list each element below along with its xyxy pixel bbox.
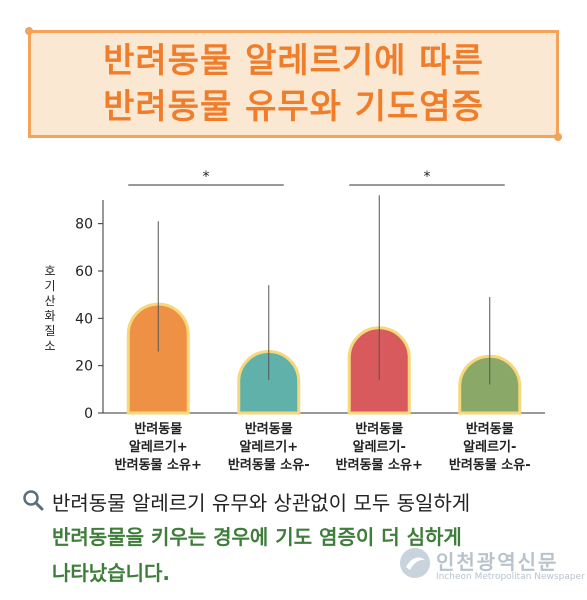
y-tick-label: 40	[75, 311, 93, 327]
x-tick-label: 알레르기+	[129, 440, 188, 455]
y-tick-label: 80	[75, 217, 93, 233]
magnifier-icon	[23, 490, 44, 511]
y-axis-label-char: 질	[44, 324, 55, 338]
y-axis-label-char: 산	[44, 294, 55, 308]
x-tick-label: 반려동물 소유-	[449, 457, 531, 473]
x-tick-label: 반려동물	[355, 421, 403, 437]
y-axis-label-char: 기	[44, 279, 55, 293]
title-banner: 반려동물 알레르기에 따른 반려동물 유무와 기도염증	[25, 27, 562, 141]
banner-dot-icon	[554, 133, 562, 141]
title-line-1: 반려동물 알레르기에 따른	[103, 41, 484, 81]
page-title: 반려동물 알레르기에 따른 반려동물 유무와 기도염증	[28, 38, 559, 130]
bar	[126, 302, 190, 415]
y-axis-label-char: 소	[44, 339, 55, 353]
banner-right-border	[556, 30, 559, 138]
title-line-2: 반려동물 유무와 기도염증	[103, 87, 484, 127]
significance-label: *	[203, 169, 210, 185]
watermark-subtitle: Incheon Metropolitan Newspaper	[436, 572, 585, 582]
footer-note-line-3: 나타났습니다.	[52, 561, 170, 585]
x-tick-label: 알레르기-	[463, 440, 516, 455]
banner-bottom-border	[28, 135, 559, 138]
banner-dot-icon	[25, 27, 33, 35]
x-tick-label: 반려동물	[134, 421, 182, 437]
x-tick-label: 반려동물 소유+	[336, 457, 423, 473]
banner-top-border	[28, 30, 559, 33]
y-tick-label: 60	[75, 264, 93, 280]
bar	[458, 354, 522, 415]
bar	[237, 350, 301, 415]
banner-left-border	[28, 30, 31, 138]
significance-label: *	[424, 169, 431, 185]
x-tick-label: 반려동물 소유-	[228, 457, 310, 473]
x-tick-label: 알레르기-	[353, 440, 406, 455]
x-tick-label: 반려동물	[245, 421, 293, 437]
footer-note-line-2: 반려동물을 키우는 경우에 기도 염증이 더 심하게	[52, 525, 462, 549]
y-tick-label: 20	[75, 359, 93, 375]
y-axis-label-char: 화	[44, 309, 55, 323]
y-tick-label: 0	[84, 406, 93, 422]
watermark-name: 인천광역신문	[436, 550, 559, 574]
x-tick-label: 알레르기+	[239, 440, 298, 455]
y-axis-label-char: 호	[44, 264, 55, 278]
x-tick-label: 반려동물 소유+	[115, 457, 202, 473]
incheon-news-logo-icon	[400, 548, 430, 578]
footer-note-line-1: 반려동물 알레르기 유무와 상관없이 모두 동일하게	[52, 491, 471, 515]
x-tick-label: 반려동물	[466, 421, 514, 437]
